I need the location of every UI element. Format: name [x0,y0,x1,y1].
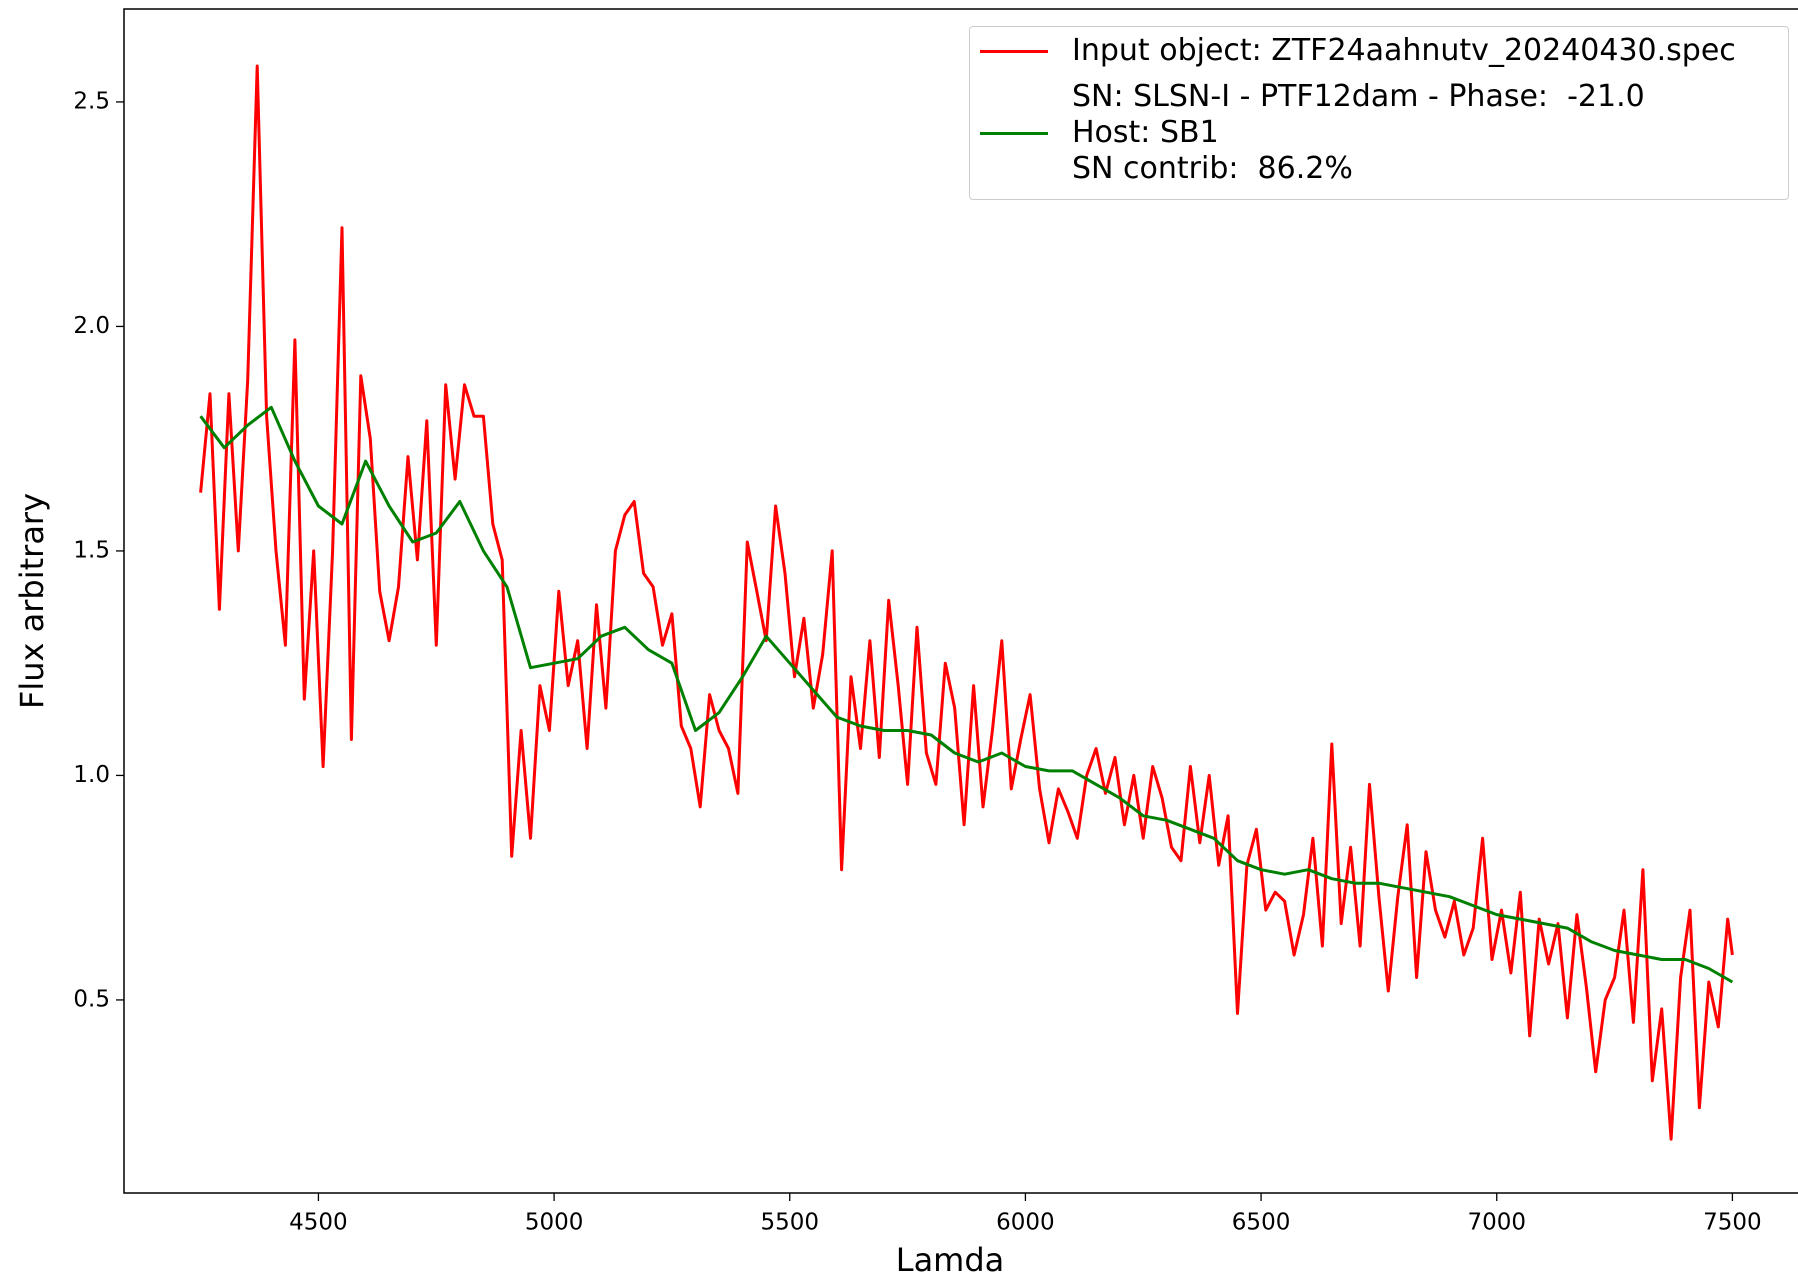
legend-handle [980,50,1048,53]
y-axis-label: Flux arbitrary [13,493,51,709]
legend-handle [980,132,1048,135]
x-tick-label: 5000 [525,1210,584,1236]
legend: Input object: ZTF24aahnutv_20240430.spec… [969,26,1789,200]
series-line [199,64,1734,1141]
x-tick-label: 7000 [1467,1210,1526,1236]
y-tick-label: 1.5 [73,537,110,563]
x-axis-label: Lamda [896,1241,1005,1279]
series-line [199,405,1734,984]
plot-frame [123,8,1798,1194]
x-tick-label: 6500 [1232,1210,1291,1236]
y-tick-label: 0.5 [73,986,110,1012]
x-tick-label: 7500 [1703,1210,1762,1236]
x-tick-label: 6000 [996,1210,1055,1236]
y-tick-label: 2.0 [73,313,110,339]
legend-label: SN: SLSN-I - PTF12dam - Phase: -21.0 Hos… [1072,79,1645,186]
x-tick-label: 4500 [289,1210,348,1236]
legend-label: Input object: ZTF24aahnutv_20240430.spec [1072,33,1736,68]
y-tick-label: 1.0 [73,762,110,788]
x-tick-label: 5500 [760,1210,819,1236]
y-tick-label: 2.5 [73,88,110,114]
